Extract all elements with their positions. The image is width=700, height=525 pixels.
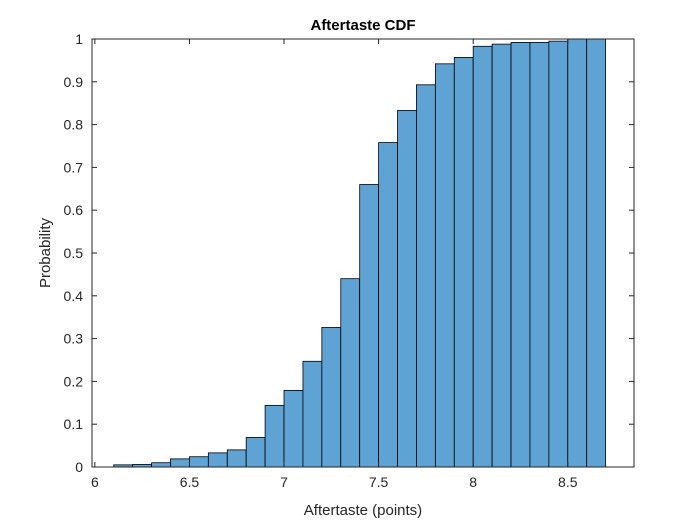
bar <box>170 458 190 468</box>
ticks-layer: 6 6.5 7 7.5 8 8.5 0 0.1 0.2 0.3 0.4 0.5 0.6 0.7 0.8 0.9… <box>64 31 634 490</box>
bar <box>340 278 361 468</box>
bar <box>586 38 607 468</box>
y-tick-label: 0.3 <box>64 331 84 347</box>
bar <box>434 63 455 468</box>
y-tick-label: 0.8 <box>64 117 84 133</box>
y-tick-label: 0.5 <box>64 245 84 261</box>
chart-title: Aftertaste CDF <box>310 17 415 34</box>
bar <box>151 462 171 468</box>
bar <box>264 404 285 468</box>
bar <box>416 84 436 468</box>
y-tick-label: 0.6 <box>64 202 84 218</box>
bar <box>378 142 398 468</box>
bar <box>397 110 417 468</box>
x-axis-title: Aftertaste (points) <box>304 502 422 519</box>
x-tick-label: 8 <box>469 474 477 490</box>
bar <box>510 42 531 468</box>
bar <box>491 43 512 468</box>
bar <box>245 437 266 468</box>
y-tick-label: 1 <box>75 31 83 47</box>
bar <box>472 45 493 468</box>
bar <box>189 456 209 468</box>
y-axis-title: Probability <box>37 217 54 288</box>
bar <box>226 449 247 468</box>
bar <box>567 38 588 468</box>
bar <box>321 327 342 468</box>
y-tick-label: 0.1 <box>64 416 84 432</box>
bar <box>207 452 228 468</box>
bar <box>359 184 380 468</box>
x-tick-label: 6.5 <box>180 474 200 490</box>
bars-layer <box>113 38 607 468</box>
bar <box>548 40 569 468</box>
bar <box>453 57 474 468</box>
y-tick-label: 0.4 <box>64 288 84 304</box>
bar <box>302 360 323 468</box>
bar <box>529 42 550 468</box>
x-tick-label: 8.5 <box>558 474 578 490</box>
x-tick-label: 7.5 <box>369 474 389 490</box>
y-tick-label: 0 <box>75 459 83 475</box>
y-tick-label: 0.2 <box>64 373 84 389</box>
y-tick-label: 0.9 <box>64 74 84 90</box>
x-tick-label: 6 <box>91 474 99 490</box>
y-tick-label: 0.7 <box>64 159 84 175</box>
x-tick-label: 7 <box>280 474 288 490</box>
bar <box>283 389 304 468</box>
